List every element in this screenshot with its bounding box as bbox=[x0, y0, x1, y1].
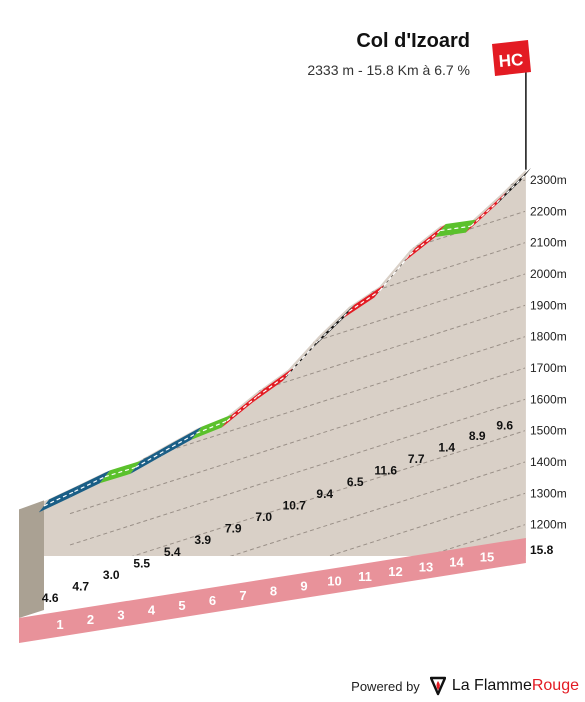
y-tick-label: 2300m bbox=[530, 173, 567, 187]
gridline-1500 bbox=[69, 430, 526, 556]
road-centerline bbox=[287, 340, 319, 375]
y-tick-label: 2200m bbox=[530, 204, 567, 218]
gradient-label: 7.9 bbox=[225, 522, 242, 536]
y-tick-label: 2100m bbox=[530, 236, 567, 250]
climb-summary: 2333 m - 15.8 Km à 6.7 % bbox=[307, 62, 470, 78]
km-label: 8 bbox=[270, 583, 277, 598]
gridline-1400 bbox=[69, 461, 526, 556]
gradient-label: 7.7 bbox=[408, 452, 425, 466]
y-tick-label: 1600m bbox=[530, 392, 567, 406]
category-badge-label: HC bbox=[498, 50, 524, 71]
terrain-area bbox=[44, 169, 526, 556]
road-centerline bbox=[501, 173, 527, 199]
gradient-label: 8.9 bbox=[469, 429, 486, 443]
y-tick-label: 1800m bbox=[530, 330, 567, 344]
road-segment bbox=[465, 191, 507, 233]
km-label: 2 bbox=[87, 612, 94, 627]
y-tick-label: 1400m bbox=[530, 455, 567, 469]
powered-by-label: Powered by bbox=[351, 678, 420, 694]
km-label: 6 bbox=[209, 593, 216, 608]
km-label: 3 bbox=[117, 607, 124, 622]
gradient-label: 5.4 bbox=[164, 545, 181, 559]
gradient-label: 9.4 bbox=[316, 487, 333, 501]
km-label: 9 bbox=[300, 579, 307, 594]
brand-name: La FlammeRouge bbox=[451, 677, 579, 694]
road-centerline bbox=[379, 254, 411, 292]
road-centerline bbox=[196, 420, 228, 434]
gradient-label: 10.7 bbox=[283, 498, 307, 512]
gridline-1700 bbox=[69, 367, 526, 515]
road-centerline bbox=[440, 225, 472, 232]
road-centerline bbox=[318, 310, 350, 342]
road-centerline bbox=[135, 449, 167, 468]
y-tick-label: 1200m bbox=[530, 518, 567, 532]
road-segment bbox=[343, 284, 385, 318]
category-badge bbox=[492, 40, 531, 76]
footer-credit: Powered by La FlammeRouge bbox=[351, 674, 579, 698]
road-segment bbox=[404, 224, 446, 262]
gradient-label: 5.5 bbox=[133, 556, 150, 570]
y-tick-label: 1300m bbox=[530, 486, 567, 500]
road-segment bbox=[221, 389, 263, 428]
y-tick-label: 1700m bbox=[530, 361, 567, 375]
km-label: 1 bbox=[56, 617, 63, 632]
km-label: 12 bbox=[388, 564, 402, 579]
y-tick-label: 1500m bbox=[530, 424, 567, 438]
road-centerline bbox=[257, 373, 289, 397]
flame-logo-icon bbox=[429, 676, 446, 696]
gradient-label: 9.6 bbox=[496, 418, 513, 432]
gradient-label: 6.5 bbox=[347, 475, 364, 489]
km-label: 13 bbox=[419, 559, 433, 574]
gradient-label: 4.6 bbox=[42, 591, 59, 605]
road-centerline bbox=[74, 476, 106, 493]
y-tick-label: 2000m bbox=[530, 267, 567, 281]
road-centerline bbox=[43, 490, 75, 507]
km-label: 5 bbox=[178, 598, 185, 613]
gradient-label: 1.4 bbox=[438, 440, 455, 454]
page-title: Col d'Izoard bbox=[356, 30, 470, 52]
gradient-label: 3.0 bbox=[103, 568, 120, 582]
km-label: 10 bbox=[327, 574, 341, 589]
y-tick-label: 1900m bbox=[530, 298, 567, 312]
km-label: 14 bbox=[449, 554, 464, 569]
km-label: 11 bbox=[358, 569, 372, 584]
gridline-1600 bbox=[69, 398, 526, 546]
gradient-label: 4.7 bbox=[72, 580, 89, 594]
road-centerline bbox=[165, 432, 197, 451]
km-label: 15 bbox=[480, 550, 494, 565]
gradient-label: 11.6 bbox=[374, 464, 397, 478]
km-band bbox=[19, 538, 526, 643]
km-label: 4 bbox=[148, 603, 156, 618]
gradient-label: 3.9 bbox=[194, 533, 211, 547]
end-distance-label: 15.8 bbox=[530, 543, 554, 557]
road-segment bbox=[252, 367, 294, 403]
gradient-label: 7.0 bbox=[255, 510, 272, 524]
road-centerline bbox=[104, 466, 136, 478]
brand-link[interactable]: La FlammeRouge bbox=[429, 676, 579, 696]
km-label: 7 bbox=[239, 588, 246, 603]
road-centerline bbox=[348, 290, 380, 312]
terrain-side-face bbox=[19, 500, 44, 618]
